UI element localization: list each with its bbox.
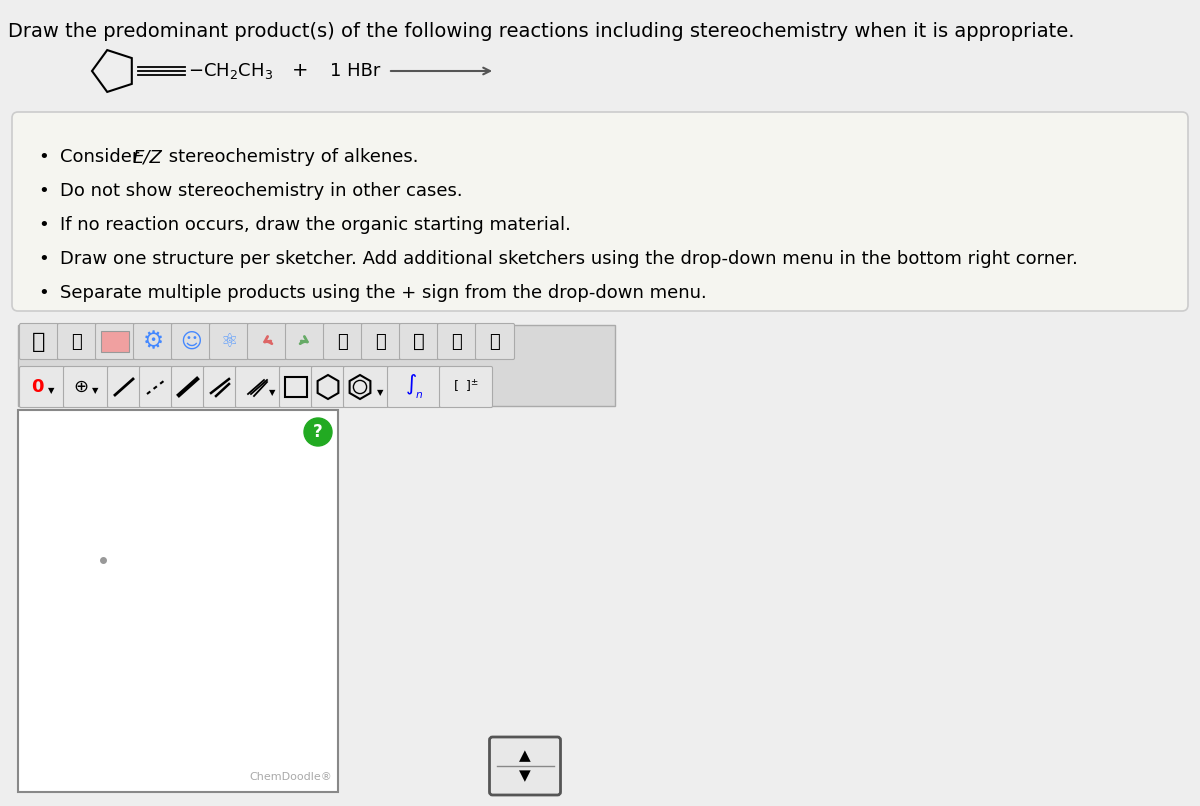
FancyBboxPatch shape — [400, 323, 438, 359]
FancyBboxPatch shape — [286, 323, 324, 359]
Text: •: • — [38, 216, 49, 234]
Text: E/Z: E/Z — [133, 148, 163, 166]
FancyBboxPatch shape — [133, 323, 173, 359]
Text: 0: 0 — [31, 378, 43, 396]
FancyBboxPatch shape — [247, 323, 287, 359]
Text: +: + — [292, 61, 308, 81]
Text: ?: ? — [313, 423, 323, 441]
Text: 🎨: 🎨 — [490, 333, 500, 351]
FancyBboxPatch shape — [388, 367, 440, 408]
FancyBboxPatch shape — [108, 367, 140, 408]
Text: Draw one structure per sketcher. Add additional sketchers using the drop-down me: Draw one structure per sketcher. Add add… — [60, 250, 1078, 268]
Text: stereochemistry of alkenes.: stereochemistry of alkenes. — [163, 148, 419, 166]
Text: 🔍: 🔍 — [413, 332, 425, 351]
FancyBboxPatch shape — [439, 367, 492, 408]
Text: ▼: ▼ — [48, 387, 54, 396]
FancyBboxPatch shape — [343, 367, 389, 408]
Text: ⚛: ⚛ — [221, 332, 238, 351]
Text: $\mathregular{-CH_2CH_3}$: $\mathregular{-CH_2CH_3}$ — [188, 61, 274, 81]
FancyBboxPatch shape — [172, 323, 210, 359]
FancyBboxPatch shape — [64, 367, 108, 408]
FancyBboxPatch shape — [204, 367, 236, 408]
FancyBboxPatch shape — [19, 367, 65, 408]
FancyBboxPatch shape — [235, 367, 281, 408]
Bar — [101, 331, 130, 352]
Text: ChemDoodle®: ChemDoodle® — [250, 772, 332, 782]
Text: If no reaction occurs, draw the organic starting material.: If no reaction occurs, draw the organic … — [60, 216, 571, 234]
Bar — [286, 377, 307, 397]
FancyBboxPatch shape — [172, 367, 204, 408]
Text: 📋: 📋 — [337, 333, 348, 351]
Text: •: • — [38, 182, 49, 200]
FancyBboxPatch shape — [210, 323, 248, 359]
Text: 🔎: 🔎 — [451, 333, 462, 351]
FancyBboxPatch shape — [96, 323, 134, 359]
Text: ⊕: ⊕ — [73, 378, 89, 396]
Text: •: • — [38, 148, 49, 166]
Text: Do not show stereochemistry in other cases.: Do not show stereochemistry in other cas… — [60, 182, 463, 200]
FancyBboxPatch shape — [280, 367, 312, 408]
Text: •: • — [38, 250, 49, 268]
FancyBboxPatch shape — [312, 367, 344, 408]
FancyBboxPatch shape — [438, 323, 476, 359]
Text: Draw the predominant product(s) of the following reactions including stereochemi: Draw the predominant product(s) of the f… — [8, 22, 1074, 41]
FancyBboxPatch shape — [19, 323, 59, 359]
Text: ⚙: ⚙ — [143, 330, 163, 354]
Text: Separate multiple products using the + sign from the drop-down menu.: Separate multiple products using the + s… — [60, 284, 707, 302]
Text: ▼: ▼ — [269, 388, 275, 397]
FancyBboxPatch shape — [58, 323, 96, 359]
FancyBboxPatch shape — [490, 737, 560, 795]
Text: ▼: ▼ — [377, 388, 383, 397]
FancyBboxPatch shape — [475, 323, 515, 359]
Text: $\int_n$: $\int_n$ — [404, 372, 424, 401]
Bar — [18, 410, 338, 792]
Text: ✋: ✋ — [32, 331, 46, 351]
FancyBboxPatch shape — [139, 367, 173, 408]
FancyBboxPatch shape — [324, 323, 362, 359]
Text: ▼: ▼ — [520, 768, 530, 783]
Ellipse shape — [304, 418, 332, 446]
Text: 📄: 📄 — [376, 333, 386, 351]
Text: Consider: Consider — [60, 148, 145, 166]
Text: ▲: ▲ — [520, 749, 530, 763]
Text: ☺: ☺ — [180, 331, 202, 351]
Bar — [18, 325, 616, 406]
Text: 🧴: 🧴 — [72, 333, 83, 351]
Text: •: • — [38, 284, 49, 302]
FancyBboxPatch shape — [12, 112, 1188, 311]
FancyBboxPatch shape — [361, 323, 401, 359]
Text: ▼: ▼ — [91, 387, 98, 396]
Text: [  ]$^{\pm}$: [ ]$^{\pm}$ — [452, 379, 479, 395]
Text: 1 HBr: 1 HBr — [330, 62, 380, 80]
